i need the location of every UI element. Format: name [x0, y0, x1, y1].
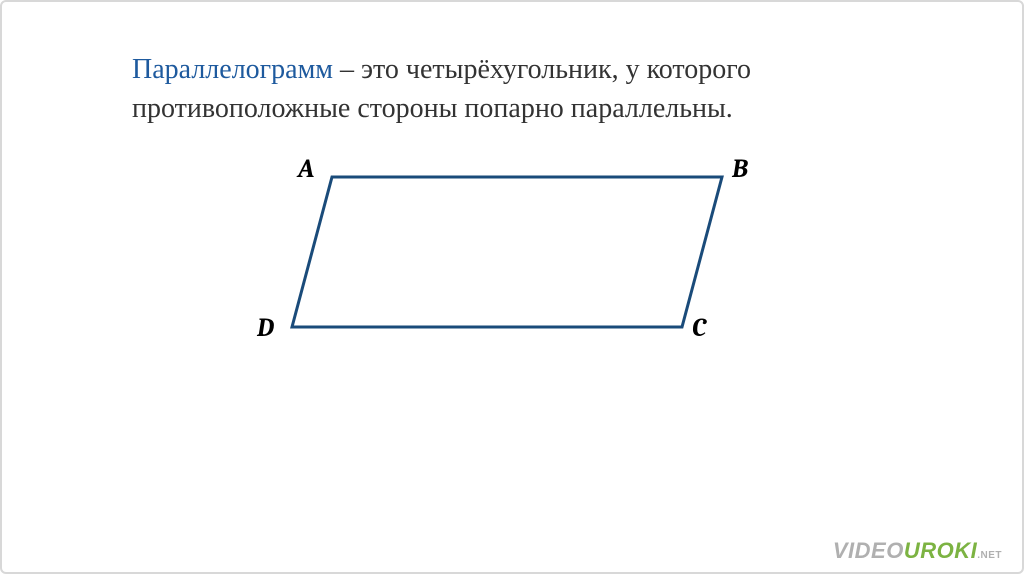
- vertex-label-b: B: [732, 154, 748, 184]
- parallelogram-shape: [292, 177, 722, 327]
- vertex-label-d: D: [257, 313, 274, 343]
- parallelogram-diagram: A B C D: [262, 157, 762, 377]
- vertex-label-a: A: [298, 154, 314, 184]
- separator: –: [333, 54, 361, 85]
- watermark-suffix: .NET: [977, 550, 1002, 561]
- watermark-part2: UROKI: [904, 538, 977, 563]
- watermark-part1: VIDEO: [833, 538, 904, 563]
- watermark: VIDEOUROKI.NET: [833, 538, 1002, 564]
- vertex-label-c: C: [692, 313, 706, 343]
- parallelogram-svg: [262, 157, 762, 377]
- definition-text: Параллелограмм – это четырёхугольник, у …: [132, 50, 912, 128]
- term: Параллелограмм: [132, 54, 333, 85]
